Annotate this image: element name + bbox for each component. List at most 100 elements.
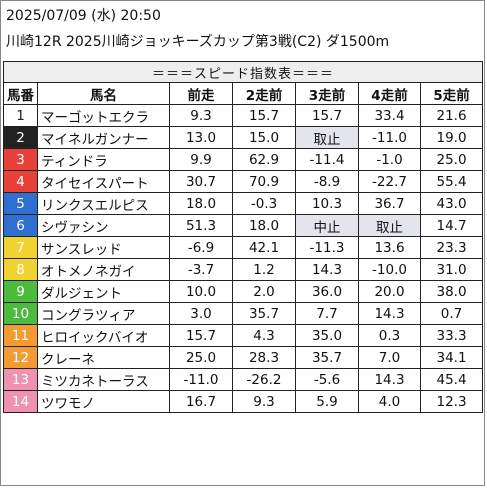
horse-name: タイセイスパート [37, 170, 170, 193]
speed-index-value: -1.0 [358, 148, 421, 171]
speed-index-value: 33.3 [419, 324, 484, 347]
speed-index-value: 0.3 [358, 324, 421, 347]
speed-index-value: 35.7 [232, 302, 296, 325]
col-header-3-back: 3走前 [295, 82, 359, 105]
speed-index-value: 取止 [295, 126, 359, 149]
horse-name: ダルジェント [37, 280, 170, 303]
horse-number: 2 [3, 126, 38, 149]
horse-number: 14 [3, 390, 38, 413]
table-row: 2 マイネルガンナー 13.0 15.0 取止 -11.0 19.0 [3, 126, 484, 149]
speed-index-value: 36.7 [358, 192, 421, 215]
horse-name: ティンドラ [37, 148, 170, 171]
speed-index-value: -11.3 [295, 236, 359, 259]
horse-name: マーゴットエクラ [37, 104, 170, 127]
speed-index-value: 9.3 [169, 104, 233, 127]
speed-index-value: 33.4 [358, 104, 421, 127]
table-row: 5 リンクスエルピス 18.0 -0.3 10.3 36.7 43.0 [3, 192, 484, 215]
speed-index-value: 14.3 [358, 302, 421, 325]
speed-index-table: ＝＝＝スピード指数表＝＝＝ 馬番 馬名 前走 2走前 3走前 4走前 5走前 1… [2, 61, 484, 413]
col-header-5-back: 5走前 [419, 82, 484, 105]
speed-index-value: -26.2 [232, 368, 296, 391]
speed-index-value: 19.0 [419, 126, 484, 149]
speed-index-value: 5.9 [295, 390, 359, 413]
table-row: 6 シヴァシン 51.3 18.0 中止 取止 14.7 [3, 214, 484, 237]
speed-index-value: 10.3 [295, 192, 359, 215]
table-row: 3 ティンドラ 9.9 62.9 -11.4 -1.0 25.0 [3, 148, 484, 171]
speed-index-value: 42.1 [232, 236, 296, 259]
col-header-number: 馬番 [3, 82, 38, 105]
speed-index-value: 51.3 [169, 214, 233, 237]
speed-index-value: -3.7 [169, 258, 233, 281]
horse-number: 9 [3, 280, 38, 303]
horse-number: 3 [3, 148, 38, 171]
speed-index-value: 14.7 [419, 214, 484, 237]
horse-name: ツワモノ [37, 390, 170, 413]
horse-name: サンスレッド [37, 236, 170, 259]
horse-name: クレーネ [37, 346, 170, 369]
speed-index-value: -5.6 [295, 368, 359, 391]
speed-index-value: 7.7 [295, 302, 359, 325]
horse-number: 13 [3, 368, 38, 391]
speed-index-value: 43.0 [419, 192, 484, 215]
horse-number: 12 [3, 346, 38, 369]
horse-name: ミツカネトーラス [37, 368, 170, 391]
speed-index-value: 20.0 [358, 280, 421, 303]
speed-index-value: 34.1 [419, 346, 484, 369]
speed-index-value: 55.4 [419, 170, 484, 193]
speed-index-value: 18.0 [169, 192, 233, 215]
speed-index-value: 35.7 [295, 346, 359, 369]
speed-index-value: 35.0 [295, 324, 359, 347]
horse-number: 8 [3, 258, 38, 281]
speed-index-value: 9.3 [232, 390, 296, 413]
speed-index-value: 13.6 [358, 236, 421, 259]
horse-name: ヒロイックバイオ [37, 324, 170, 347]
speed-index-value: -10.0 [358, 258, 421, 281]
table-banner: ＝＝＝スピード指数表＝＝＝ [2, 61, 484, 83]
speed-index-value: 25.0 [169, 346, 233, 369]
speed-index-value: 25.0 [419, 148, 484, 171]
col-header-name: 馬名 [37, 82, 170, 105]
speed-index-value: 28.3 [232, 346, 296, 369]
speed-index-value: -0.3 [232, 192, 296, 215]
speed-index-value: -11.0 [169, 368, 233, 391]
speed-index-value: 16.7 [169, 390, 233, 413]
speed-index-value: 18.0 [232, 214, 296, 237]
speed-index-value: 14.3 [358, 368, 421, 391]
speed-index-value: 9.9 [169, 148, 233, 171]
horse-number: 6 [3, 214, 38, 237]
speed-index-value: 21.6 [419, 104, 484, 127]
table-row: 1 マーゴットエクラ 9.3 15.7 15.7 33.4 21.6 [3, 104, 484, 127]
horse-number: 4 [3, 170, 38, 193]
speed-index-value: 15.7 [232, 104, 296, 127]
speed-index-value: -11.4 [295, 148, 359, 171]
horse-number: 10 [3, 302, 38, 325]
speed-index-value: 12.3 [419, 390, 484, 413]
speed-index-value: 23.3 [419, 236, 484, 259]
table-row: 11 ヒロイックバイオ 15.7 4.3 35.0 0.3 33.3 [3, 324, 484, 347]
table-row: 4 タイセイスパート 30.7 70.9 -8.9 -22.7 55.4 [3, 170, 484, 193]
speed-index-value: 2.0 [232, 280, 296, 303]
speed-index-value: 4.3 [232, 324, 296, 347]
speed-index-value: 36.0 [295, 280, 359, 303]
horse-number: 5 [3, 192, 38, 215]
speed-index-value: 10.0 [169, 280, 233, 303]
speed-index-value: 45.4 [419, 368, 484, 391]
speed-index-value: 30.7 [169, 170, 233, 193]
table-banner-row: ＝＝＝スピード指数表＝＝＝ [2, 61, 484, 83]
col-header-last: 前走 [169, 82, 233, 105]
speed-index-value: 13.0 [169, 126, 233, 149]
horse-number: 11 [3, 324, 38, 347]
speed-index-value: 中止 [295, 214, 359, 237]
speed-index-value: 15.7 [295, 104, 359, 127]
speed-index-value: 0.7 [419, 302, 484, 325]
col-header-2-back: 2走前 [232, 82, 296, 105]
speed-index-value: -6.9 [169, 236, 233, 259]
speed-index-value: 1.2 [232, 258, 296, 281]
horse-name: リンクスエルピス [37, 192, 170, 215]
table-row: 8 オトメノネガイ -3.7 1.2 14.3 -10.0 31.0 [3, 258, 484, 281]
speed-index-value: 14.3 [295, 258, 359, 281]
horse-number: 1 [3, 104, 38, 127]
table-header-row: 馬番 馬名 前走 2走前 3走前 4走前 5走前 [3, 82, 484, 105]
table-row: 9 ダルジェント 10.0 2.0 36.0 20.0 38.0 [3, 280, 484, 303]
